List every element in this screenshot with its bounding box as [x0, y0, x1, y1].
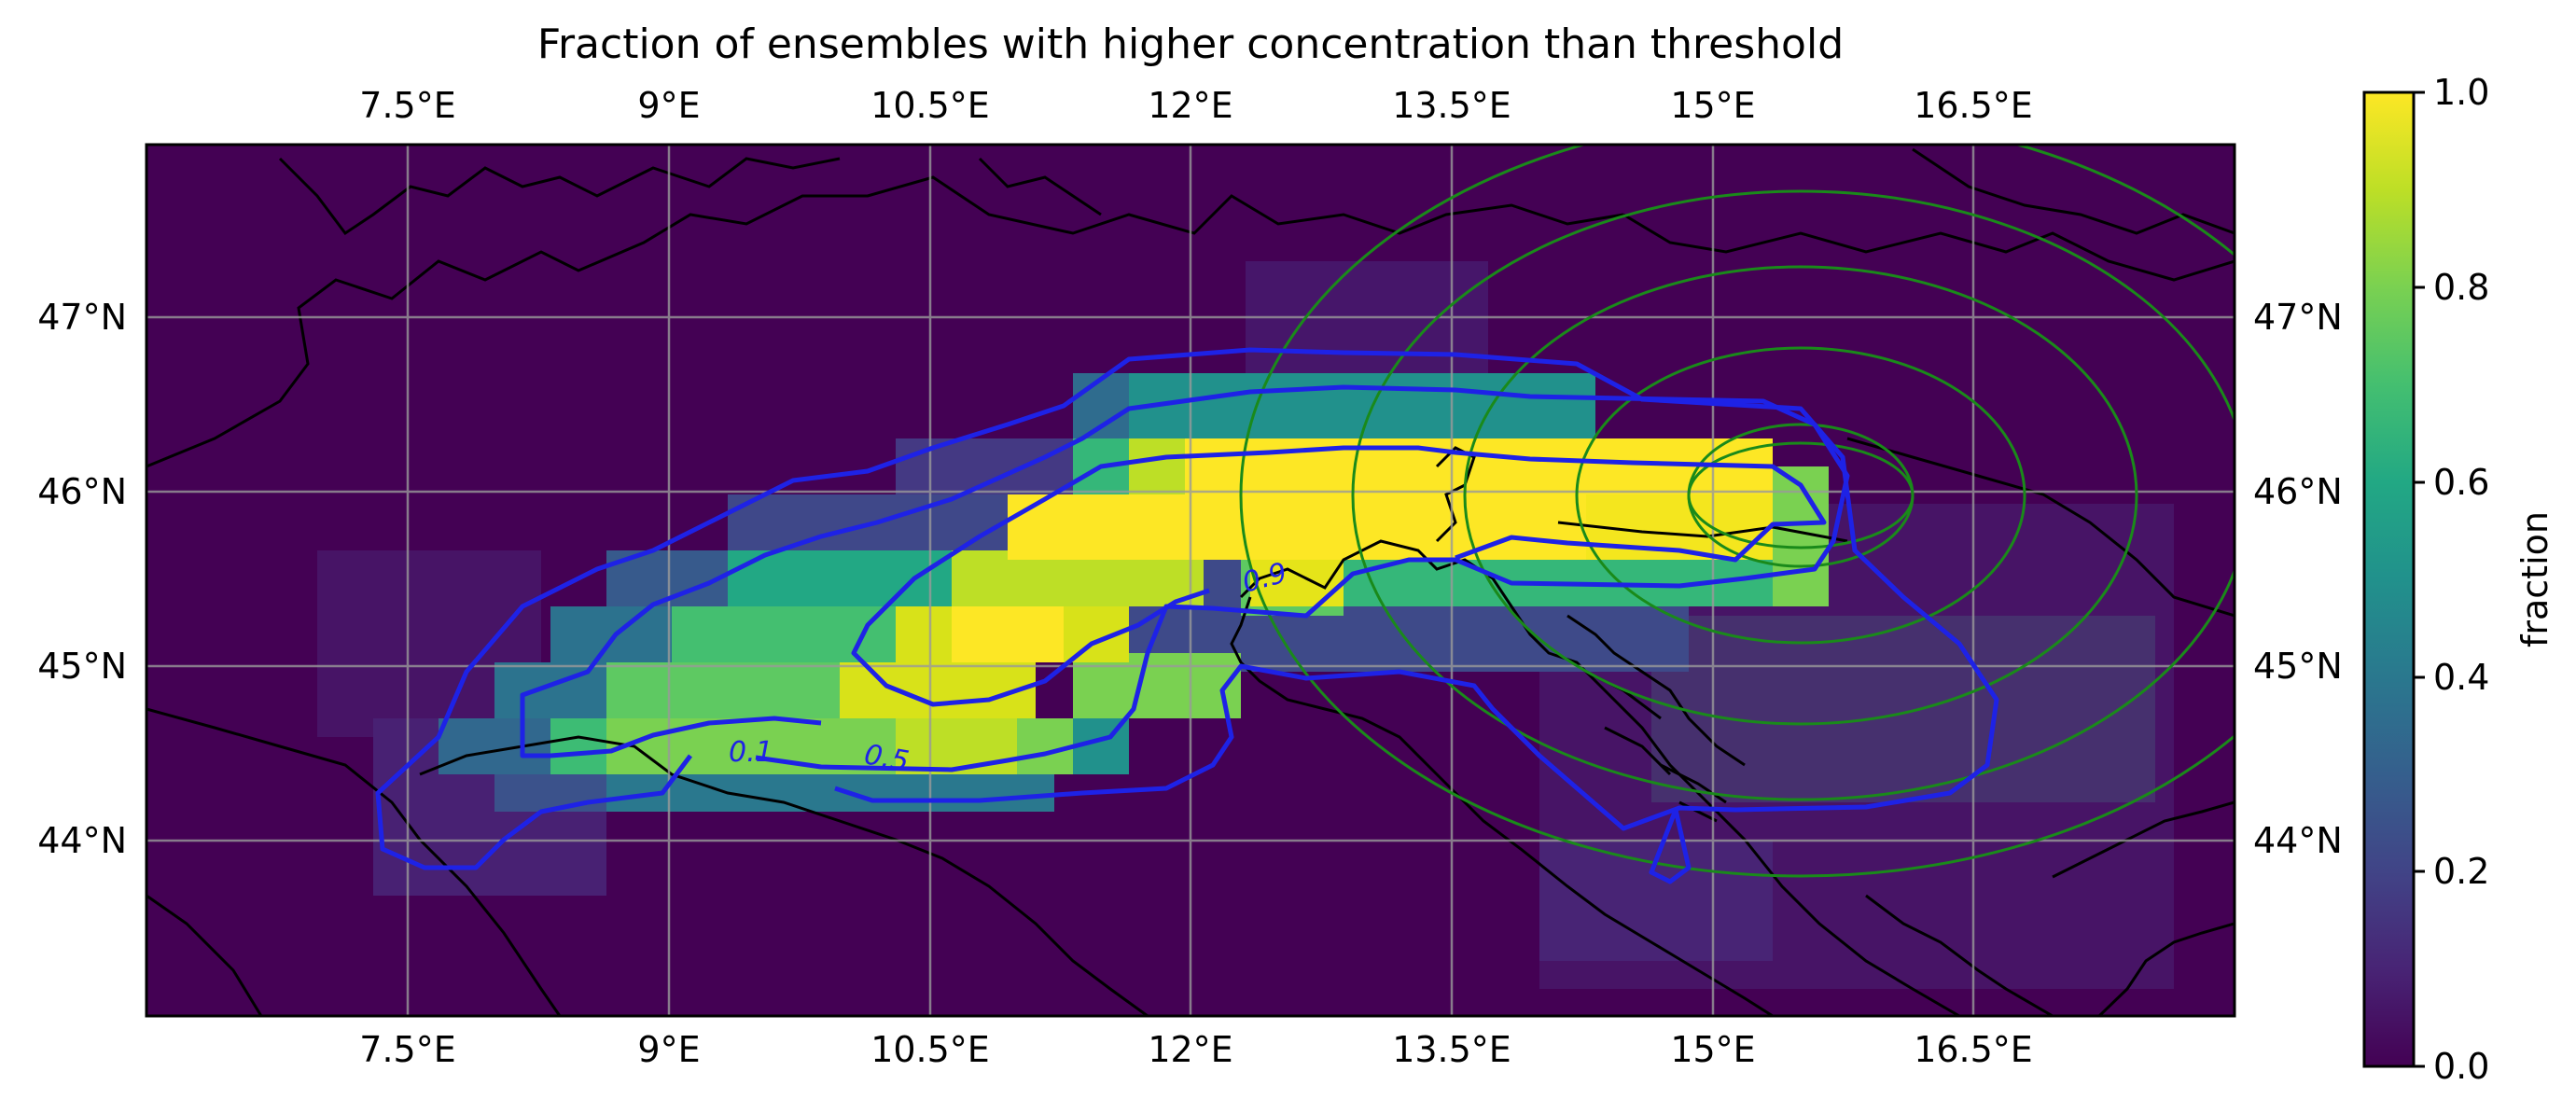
grid-cell	[606, 774, 1054, 812]
lon-tick-label: 10.5°E	[870, 1029, 990, 1070]
lon-tick-label: 7.5°E	[359, 85, 455, 126]
lat-tick-labels-right: 47°N 46°N 45°N 44°N	[2253, 297, 2343, 861]
map-frame	[145, 143, 2236, 1018]
colorbar-tick-label: 0.2	[2433, 851, 2489, 892]
fraction-grid	[317, 261, 2174, 989]
contour-0.9	[851, 445, 1827, 707]
coastline	[1239, 539, 1960, 1016]
contour-lines	[375, 347, 1999, 884]
lat-tick-label: 47°N	[37, 297, 127, 338]
lon-tick-label: 10.5°E	[870, 85, 990, 126]
colorbar: 0.0 0.2 0.4 0.6 0.8 1.0 fraction	[2362, 72, 2555, 1087]
lon-tick-label: 16.5°E	[1914, 1029, 2033, 1070]
contour-label: 0.5	[862, 738, 912, 778]
lon-tick-label: 7.5°E	[359, 1029, 455, 1070]
coastline	[2052, 800, 2235, 879]
lat-tick-label: 44°N	[2253, 820, 2343, 861]
map-title: Fraction of ensembles with higher concen…	[537, 21, 1844, 68]
lon-tick-label: 16.5°E	[1914, 85, 2033, 126]
border-line	[146, 707, 562, 1016]
lat-tick-label: 44°N	[37, 820, 127, 861]
lon-tick-label: 12°E	[1148, 85, 1232, 126]
border-line	[146, 175, 1624, 468]
lon-tick-label: 9°E	[637, 1029, 700, 1070]
map-panel: 0.1 0.5 0.9	[146, 145, 2235, 1016]
lon-tick-labels-bottom: 7.5°E 9°E 10.5°E 12°E 13.5°E 15°E 16.5°E	[359, 1029, 2033, 1070]
lat-tick-label: 47°N	[2253, 297, 2343, 338]
grid-cell	[1129, 373, 1595, 438]
coastline	[1230, 596, 1774, 1016]
lat-tick-label: 45°N	[37, 646, 127, 687]
ring	[1351, 189, 2235, 801]
lon-tick-label: 13.5°E	[1392, 1029, 1511, 1070]
border-line	[1846, 437, 2235, 618]
lon-tick-label: 15°E	[1670, 85, 1755, 126]
colorbar-label: fraction	[2514, 511, 2555, 647]
grid-cell	[1073, 653, 1241, 718]
ring	[1463, 265, 2138, 726]
coastline	[2097, 922, 2235, 1016]
grid-cell	[896, 718, 1017, 774]
lat-tick-label: 46°N	[2253, 471, 2343, 512]
contour-0.5	[520, 384, 1850, 772]
grid-cell	[896, 438, 1082, 494]
contour-0.1	[1649, 809, 1692, 884]
border-line	[146, 894, 263, 1016]
colorbar-tick-label: 0.4	[2433, 657, 2489, 698]
lon-tick-label: 15°E	[1670, 1029, 1755, 1070]
border-line	[278, 157, 841, 236]
grid-cell	[952, 606, 1064, 662]
grid-cell	[1651, 616, 2155, 802]
ring	[1687, 423, 1915, 568]
gridlines	[146, 145, 2235, 1016]
lon-tick-labels-top: 7.5°E 9°E 10.5°E 12°E 13.5°E 15°E 16.5°E	[359, 85, 2033, 126]
ring	[1239, 145, 2235, 878]
distance-rings	[1239, 145, 2235, 878]
coastline	[419, 735, 1149, 1016]
lon-tick-label: 13.5°E	[1392, 85, 1511, 126]
contour-label: 0.1	[729, 736, 773, 769]
border-line	[1912, 147, 2235, 235]
contour-0.1	[375, 347, 1999, 870]
lon-tick-label: 12°E	[1148, 1029, 1232, 1070]
lon-tick-label: 9°E	[637, 85, 700, 126]
lat-tick-label: 45°N	[2253, 646, 2343, 687]
lat-tick-labels-left: 47°N 46°N 45°N 44°N	[37, 297, 127, 861]
colorbar-gradient	[2362, 90, 2416, 1068]
colorbar-tick-label: 0.6	[2433, 462, 2489, 503]
ring	[1575, 346, 2026, 645]
coastline	[1865, 894, 2054, 1016]
colorbar-tick-label: 1.0	[2433, 72, 2489, 113]
border-line	[1622, 213, 2235, 282]
colorbar-tick-label: 0.8	[2433, 267, 2489, 308]
lat-tick-label: 46°N	[37, 471, 127, 512]
border-line	[978, 157, 1102, 216]
colorbar-tick-label: 0.0	[2433, 1046, 2489, 1087]
